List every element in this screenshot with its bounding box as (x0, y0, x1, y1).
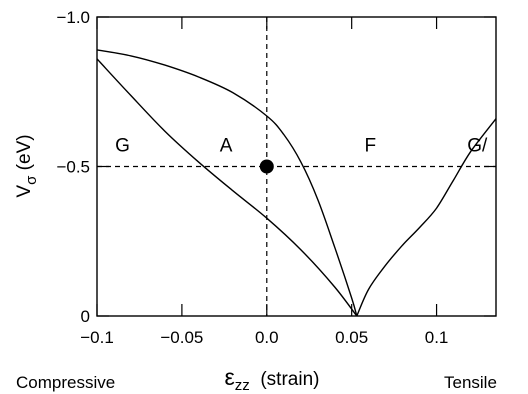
marker-layer (259, 159, 274, 174)
series-line-1 (96, 58, 358, 317)
x-axis-title: εzz (strain) (225, 364, 320, 394)
x-tick-label: −0.05 (160, 328, 203, 347)
axis-ticks: −0.1 −0.05 0.0 0.05 0.1 −1.0 −0.5 0 (56, 8, 496, 347)
series-line-2 (96, 49, 358, 317)
x-tick-label: 0.0 (255, 328, 279, 347)
x-tick-label: 0.05 (335, 328, 368, 347)
region-label: G (115, 136, 130, 157)
x-tick-label: −0.1 (80, 328, 114, 347)
series-line-3 (356, 118, 497, 317)
data-point-marker (259, 159, 274, 174)
region-label: F (365, 136, 377, 157)
region-label: A (220, 136, 233, 157)
tensile-label: Tensile (444, 373, 497, 392)
y-tick-label: 0 (81, 307, 90, 326)
reference-lines (97, 17, 496, 316)
compressive-label: Compressive (16, 373, 115, 392)
y-tick-label: −1.0 (56, 8, 90, 27)
x-tick-label: 0.1 (425, 328, 449, 347)
series-layer (96, 49, 497, 317)
region-labels: G A F G/ (115, 136, 488, 157)
y-axis-title: Vσ (eV) (14, 134, 40, 197)
y-tick-label: −0.5 (56, 158, 90, 177)
region-label: G/ (467, 136, 488, 157)
